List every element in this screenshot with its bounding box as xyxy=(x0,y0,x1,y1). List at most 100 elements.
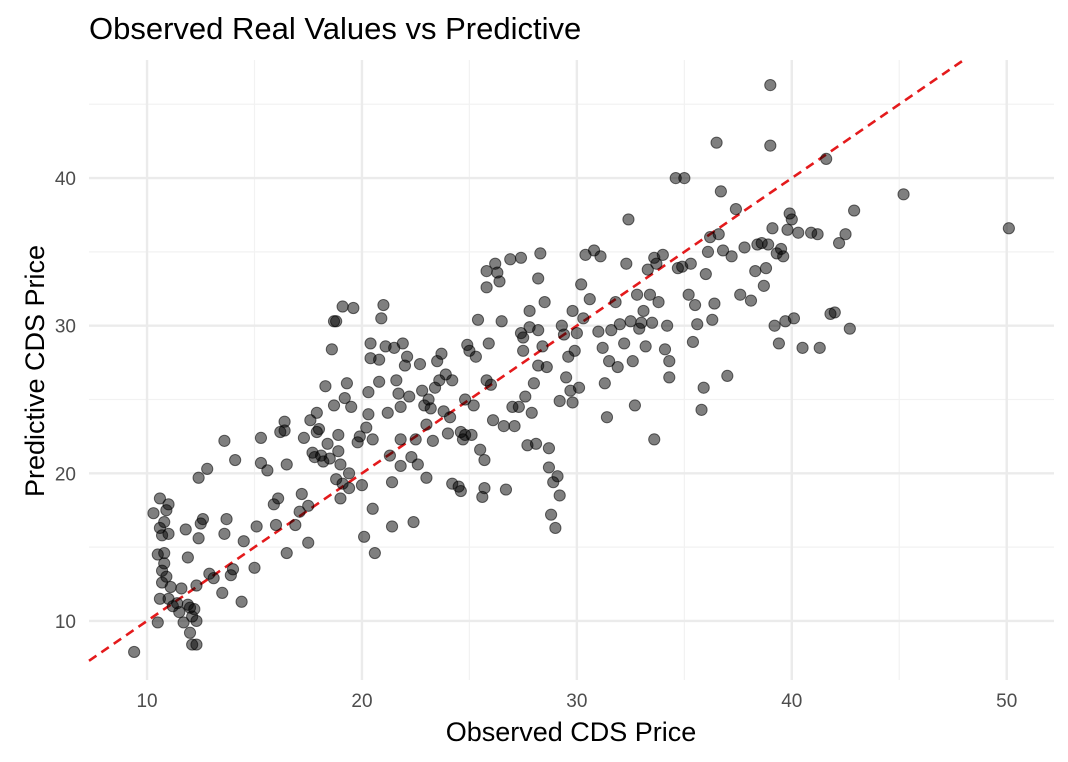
data-point xyxy=(661,319,674,332)
data-point xyxy=(820,152,833,166)
data-point xyxy=(544,508,558,521)
data-point xyxy=(639,340,652,353)
data-point xyxy=(272,492,285,505)
data-point xyxy=(613,318,626,331)
y-tick-label: 10 xyxy=(55,612,76,633)
x-tick-label: 20 xyxy=(351,691,372,712)
data-point xyxy=(358,530,371,543)
data-point xyxy=(181,551,194,564)
data-point xyxy=(413,357,427,371)
data-point xyxy=(603,355,616,368)
data-point xyxy=(630,288,644,301)
data-point xyxy=(708,297,721,310)
data-point xyxy=(592,325,605,338)
data-point xyxy=(596,341,609,354)
data-point xyxy=(280,458,293,471)
data-point xyxy=(796,341,809,354)
data-point xyxy=(486,414,500,427)
data-point xyxy=(424,402,437,415)
data-point xyxy=(310,406,323,419)
y-tick-label: 40 xyxy=(55,169,76,190)
data-point xyxy=(192,471,205,484)
data-point xyxy=(686,335,700,349)
data-point xyxy=(229,453,242,467)
data-point xyxy=(278,415,291,428)
data-point xyxy=(699,267,712,281)
data-point xyxy=(484,378,498,391)
data-point xyxy=(622,213,635,226)
data-point xyxy=(744,294,758,307)
data-point xyxy=(598,377,611,390)
data-point xyxy=(534,247,547,260)
data-point xyxy=(523,304,536,318)
data-point xyxy=(572,381,586,394)
data-point xyxy=(811,228,824,241)
data-point xyxy=(323,452,336,465)
y-tick-label: 20 xyxy=(55,464,76,485)
x-tick-label: 30 xyxy=(566,691,587,712)
data-point xyxy=(162,527,175,540)
data-point xyxy=(345,400,358,414)
data-point xyxy=(347,301,360,315)
data-point xyxy=(465,428,478,442)
data-point xyxy=(441,427,455,440)
data-point xyxy=(420,471,433,484)
data-point xyxy=(390,374,403,387)
data-point xyxy=(392,387,405,400)
data-point xyxy=(637,304,650,318)
data-point xyxy=(832,236,846,250)
data-point xyxy=(697,381,710,394)
data-point xyxy=(532,324,545,337)
data-point xyxy=(366,502,379,515)
data-point xyxy=(302,536,315,549)
data-point xyxy=(519,390,532,403)
data-point xyxy=(517,331,530,344)
data-point xyxy=(385,520,399,533)
data-point xyxy=(325,343,338,356)
data-point xyxy=(848,204,861,217)
data-point xyxy=(658,343,672,356)
data-point xyxy=(566,396,579,409)
reference-line-layer xyxy=(88,58,965,662)
data-point xyxy=(828,306,841,319)
data-point xyxy=(411,458,424,471)
data-point xyxy=(609,295,622,309)
data-point xyxy=(443,411,457,424)
data-point xyxy=(620,257,633,270)
data-point xyxy=(787,312,801,325)
data-point xyxy=(321,437,334,450)
data-point xyxy=(1002,222,1015,235)
data-point xyxy=(712,228,725,241)
data-point xyxy=(280,546,293,560)
data-point xyxy=(218,434,231,447)
data-point xyxy=(153,492,167,505)
data-point xyxy=(420,418,433,431)
data-point xyxy=(628,399,642,412)
data-point xyxy=(650,257,663,270)
data-point xyxy=(366,433,379,446)
data-point xyxy=(177,616,190,629)
data-point xyxy=(409,433,422,446)
data-point xyxy=(312,422,326,436)
data-point xyxy=(250,520,263,533)
data-point xyxy=(293,505,306,518)
data-point xyxy=(695,403,708,416)
data-point xyxy=(678,171,691,185)
data-point xyxy=(512,400,525,414)
data-point xyxy=(362,386,375,399)
data-point xyxy=(764,139,777,152)
data-point xyxy=(499,483,513,496)
y-axis-label: Predictive CDS Price xyxy=(20,245,50,497)
data-point xyxy=(183,626,197,639)
data-point xyxy=(364,337,377,350)
data-point xyxy=(716,244,730,257)
data-point xyxy=(540,360,553,374)
data-point xyxy=(766,222,779,235)
data-point xyxy=(643,288,657,301)
data-point xyxy=(469,350,482,363)
data-point xyxy=(188,603,201,616)
data-point xyxy=(355,479,369,492)
data-point xyxy=(575,278,588,291)
data-point xyxy=(474,443,487,456)
